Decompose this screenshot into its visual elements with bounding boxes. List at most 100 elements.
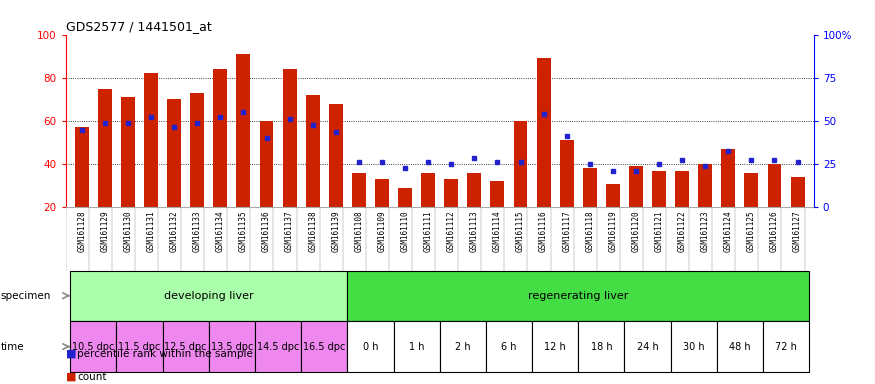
Bar <box>629 166 643 207</box>
Bar <box>514 121 528 207</box>
Bar <box>236 54 250 207</box>
Text: GSM161115: GSM161115 <box>516 210 525 252</box>
Text: 30 h: 30 h <box>682 341 704 352</box>
Text: 12.5 dpc: 12.5 dpc <box>164 341 207 352</box>
Text: GSM161126: GSM161126 <box>770 210 779 252</box>
Bar <box>721 149 735 207</box>
Text: GSM161121: GSM161121 <box>654 210 663 252</box>
Text: GSM161119: GSM161119 <box>608 210 618 252</box>
Text: GSM161134: GSM161134 <box>216 210 225 252</box>
Text: GSM161139: GSM161139 <box>332 210 340 252</box>
Text: GSM161111: GSM161111 <box>424 210 432 252</box>
Bar <box>491 182 504 207</box>
Text: GSM161120: GSM161120 <box>632 210 640 252</box>
Text: GSM161116: GSM161116 <box>539 210 548 252</box>
Text: GSM161133: GSM161133 <box>192 210 202 252</box>
Text: percentile rank within the sample: percentile rank within the sample <box>77 349 253 359</box>
Text: GSM161132: GSM161132 <box>170 210 178 252</box>
Text: count: count <box>77 372 107 382</box>
Text: GSM161127: GSM161127 <box>793 210 802 252</box>
Text: GSM161113: GSM161113 <box>470 210 479 252</box>
Text: ■: ■ <box>66 349 76 359</box>
Text: time: time <box>1 341 24 352</box>
Bar <box>791 177 804 207</box>
Text: 13.5 dpc: 13.5 dpc <box>211 341 253 352</box>
Text: GSM161108: GSM161108 <box>354 210 363 252</box>
Bar <box>347 271 809 321</box>
Bar <box>116 321 163 372</box>
Text: regenerating liver: regenerating liver <box>528 291 628 301</box>
Bar <box>444 179 458 207</box>
Bar <box>398 188 412 207</box>
Text: 14.5 dpc: 14.5 dpc <box>257 341 299 352</box>
Text: GSM161124: GSM161124 <box>724 210 733 252</box>
Bar <box>698 164 712 207</box>
Bar <box>375 179 388 207</box>
Bar <box>305 95 319 207</box>
Bar <box>301 321 347 372</box>
Text: 6 h: 6 h <box>501 341 517 352</box>
Text: developing liver: developing liver <box>164 291 254 301</box>
Bar <box>70 321 116 372</box>
Bar <box>283 69 297 207</box>
Text: 0 h: 0 h <box>362 341 378 352</box>
Text: GSM161109: GSM161109 <box>377 210 387 252</box>
Bar <box>670 321 717 372</box>
Text: 12 h: 12 h <box>544 341 566 352</box>
Text: GSM161129: GSM161129 <box>101 210 109 252</box>
Text: GSM161110: GSM161110 <box>401 210 410 252</box>
Bar <box>652 170 666 207</box>
Bar <box>329 104 343 207</box>
Text: GDS2577 / 1441501_at: GDS2577 / 1441501_at <box>66 20 212 33</box>
Bar <box>209 321 255 372</box>
Bar <box>440 321 486 372</box>
Bar <box>767 164 781 207</box>
Bar <box>98 89 112 207</box>
Text: GSM161136: GSM161136 <box>262 210 271 252</box>
Bar <box>75 127 88 207</box>
Bar <box>167 99 181 207</box>
Bar <box>144 73 158 207</box>
Bar <box>421 173 435 207</box>
Text: GSM161131: GSM161131 <box>146 210 156 252</box>
Text: ■: ■ <box>66 372 76 382</box>
Text: GSM161122: GSM161122 <box>677 210 687 252</box>
Text: GSM161128: GSM161128 <box>77 210 87 252</box>
Bar <box>676 170 690 207</box>
Bar <box>583 169 597 207</box>
Bar <box>486 321 532 372</box>
Text: 11.5 dpc: 11.5 dpc <box>118 341 161 352</box>
Bar <box>560 141 574 207</box>
Text: 24 h: 24 h <box>637 341 658 352</box>
Bar <box>536 58 550 207</box>
Text: GSM161112: GSM161112 <box>447 210 456 252</box>
Text: GSM161117: GSM161117 <box>562 210 571 252</box>
Bar <box>191 93 204 207</box>
Text: GSM161135: GSM161135 <box>239 210 248 252</box>
Text: specimen: specimen <box>1 291 52 301</box>
Bar <box>70 271 347 321</box>
Text: 2 h: 2 h <box>455 341 471 352</box>
Bar <box>163 321 209 372</box>
Bar <box>260 121 274 207</box>
Text: 48 h: 48 h <box>729 341 751 352</box>
Text: 10.5 dpc: 10.5 dpc <box>72 341 115 352</box>
Text: GSM161125: GSM161125 <box>747 210 756 252</box>
Text: GSM161114: GSM161114 <box>493 210 502 252</box>
Bar <box>763 321 809 372</box>
Bar <box>625 321 670 372</box>
Bar <box>606 184 620 207</box>
Text: 72 h: 72 h <box>775 341 797 352</box>
Bar <box>745 173 759 207</box>
Text: 1 h: 1 h <box>409 341 424 352</box>
Bar <box>532 321 578 372</box>
Bar <box>347 321 394 372</box>
Text: 18 h: 18 h <box>591 341 612 352</box>
Bar <box>467 173 481 207</box>
Bar <box>394 321 440 372</box>
Text: GSM161137: GSM161137 <box>285 210 294 252</box>
Bar <box>214 69 228 207</box>
Text: GSM161123: GSM161123 <box>701 210 710 252</box>
Bar <box>255 321 301 372</box>
Text: GSM161138: GSM161138 <box>308 210 318 252</box>
